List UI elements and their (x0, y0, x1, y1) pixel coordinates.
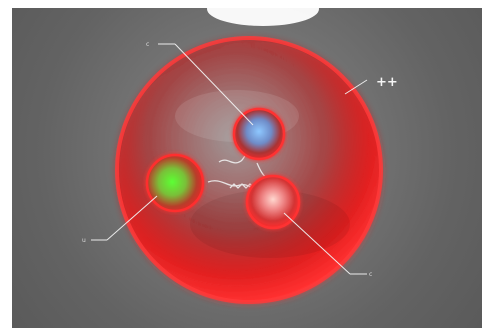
quark-blue (232, 107, 286, 161)
annotation-lines (91, 43, 368, 275)
particle-illustration: ++ c u c (82, 36, 398, 304)
particle-illustration-panel: ++ c u c (12, 8, 482, 328)
quark-green (145, 153, 205, 213)
bottom-left-annotation-label: u (82, 237, 86, 244)
top-left-annotation-label: c (146, 41, 149, 48)
bottom-right-annotation-label: c (369, 271, 372, 278)
top-glare (207, 8, 319, 26)
charge-label: ++ (376, 75, 398, 90)
